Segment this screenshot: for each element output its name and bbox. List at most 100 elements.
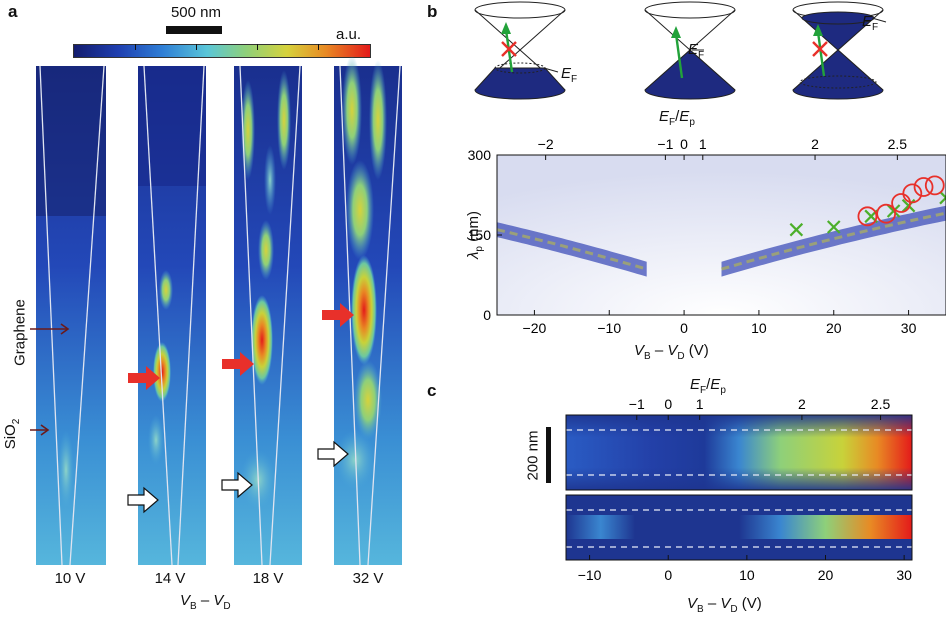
red-arrow-14v	[128, 366, 160, 390]
x-tick-label: 0	[680, 320, 688, 336]
sio2-edge-arrow	[30, 424, 50, 436]
fermi-label-cone-1: EF	[561, 65, 577, 85]
xb-v2: V	[667, 342, 678, 359]
colorbar	[73, 44, 371, 58]
tb-slash: /	[675, 108, 680, 125]
panel-b-top-axis-label: EF/Ep	[659, 108, 695, 128]
data-point-cross	[826, 220, 841, 234]
x-tick-label: 20	[826, 320, 842, 336]
colorbar-tick	[196, 44, 197, 50]
x-tick-label: −10	[597, 320, 621, 336]
xb-dash: –	[650, 342, 668, 359]
data-point-circle	[876, 203, 897, 224]
top-tick-label: −2	[538, 136, 554, 152]
top-tick-label: 0	[680, 136, 688, 152]
top-tick-label: −1	[657, 136, 673, 152]
voltage-label-14v: 14 V	[154, 570, 186, 587]
yl-unit: (nm)	[465, 211, 482, 247]
white-arrow-32v	[317, 440, 349, 468]
top-tick-label: 2	[811, 136, 819, 152]
tc-e2: E	[710, 376, 721, 393]
y-tick-label: 300	[468, 147, 492, 163]
xb-v1: V	[634, 342, 645, 359]
xlabel-dash: –	[196, 592, 214, 609]
scale-bar-label-a: 500 nm	[170, 4, 222, 21]
ef-e-2: E	[688, 41, 699, 58]
yl-lambda: λ	[465, 251, 482, 259]
top-tick-label: 1	[699, 136, 707, 152]
panel-b-ylabel: λp (nm)	[465, 190, 485, 280]
dispersion-band-right	[721, 205, 946, 277]
colorbar-tick	[257, 44, 258, 50]
graphene-edge-arrow	[30, 323, 70, 335]
xlabel-sub-b: B	[190, 601, 197, 612]
fermi-label-cone-3: EF	[862, 13, 878, 33]
top-tick-label: 0	[664, 396, 672, 412]
y-tick-label: 0	[483, 307, 491, 323]
scale-bar-c	[546, 427, 551, 483]
panel-label-c: c	[427, 381, 437, 400]
panel-c-xlabel: VB – VD (V)	[687, 595, 762, 615]
sio2-subscript: 2	[11, 418, 22, 425]
xb-b: B	[644, 351, 651, 362]
xlabel-v2: V	[213, 592, 224, 609]
xc-v2: V	[720, 595, 731, 612]
graphene-label: Graphene	[11, 299, 29, 366]
top-tick-label: −1	[629, 396, 645, 412]
panel-b-xlabel: VB – VD (V)	[634, 342, 709, 362]
xb-unit: (V)	[684, 342, 709, 359]
experimental-map-fade	[566, 415, 912, 490]
colorbar-tick	[318, 44, 319, 50]
scale-bar-a	[166, 26, 222, 34]
y-tick-label: 150	[468, 227, 492, 243]
x-tick-label: 10	[751, 320, 767, 336]
panel-label-b: b	[427, 2, 438, 21]
xc-d: D	[730, 604, 738, 615]
xc-dash: –	[703, 595, 721, 612]
simulated-map	[566, 515, 912, 539]
tb-e1: E	[659, 108, 670, 125]
dirac-cone-2	[644, 1, 736, 100]
xc-b: B	[697, 604, 704, 615]
map-frame-top	[565, 414, 913, 491]
sio2-label: SiO2	[2, 414, 22, 454]
tb-f: F	[669, 117, 676, 128]
data-point-circle	[924, 175, 945, 196]
white-arrow-18v	[221, 471, 253, 499]
map-frame-bottom	[565, 494, 913, 561]
x-tick-label: 10	[739, 567, 755, 583]
image-strip-10v	[36, 65, 106, 566]
scale-bar-label-c: 200 nm	[524, 430, 542, 481]
voltage-label-10v: 10 V	[54, 570, 86, 587]
white-arrow-14v	[127, 486, 159, 514]
data-point-cross	[939, 190, 946, 205]
top-tick-label: 2.5	[871, 396, 891, 412]
voltage-label-18v: 18 V	[252, 570, 284, 587]
xc-unit: (V)	[737, 595, 762, 612]
top-tick-label: 2	[798, 396, 806, 412]
panel-c-chart: −10 0 10 20 30−1 0 1 2 2.5	[565, 396, 913, 583]
colorbar-tick	[135, 44, 136, 50]
dirac-cones	[474, 1, 887, 100]
dispersion-band-left	[497, 222, 647, 277]
xlabel-sub-d: D	[223, 601, 231, 612]
x-tick-label: 0	[664, 567, 672, 583]
xlabel-v: V	[180, 592, 191, 609]
tc-e1: E	[690, 376, 701, 393]
tb-p: p	[689, 117, 695, 128]
red-arrow-32v	[322, 303, 354, 327]
x-tick-label: 30	[901, 320, 917, 336]
data-point-cross	[886, 204, 901, 218]
xc-v1: V	[687, 595, 698, 612]
x-tick-label: 30	[896, 567, 912, 583]
dirac-cone-3	[792, 1, 887, 100]
ef-f-3: F	[872, 22, 879, 33]
colorbar-unit-label: a.u.	[336, 26, 362, 43]
tc-slash: /	[706, 376, 711, 393]
ef-f-1: F	[571, 74, 578, 85]
x-tick-label: −10	[578, 567, 602, 583]
x-tick-label: −20	[523, 320, 547, 336]
image-strip-14v	[138, 65, 206, 566]
ef-e-1: E	[561, 65, 572, 82]
dirac-cone-1	[474, 1, 566, 100]
